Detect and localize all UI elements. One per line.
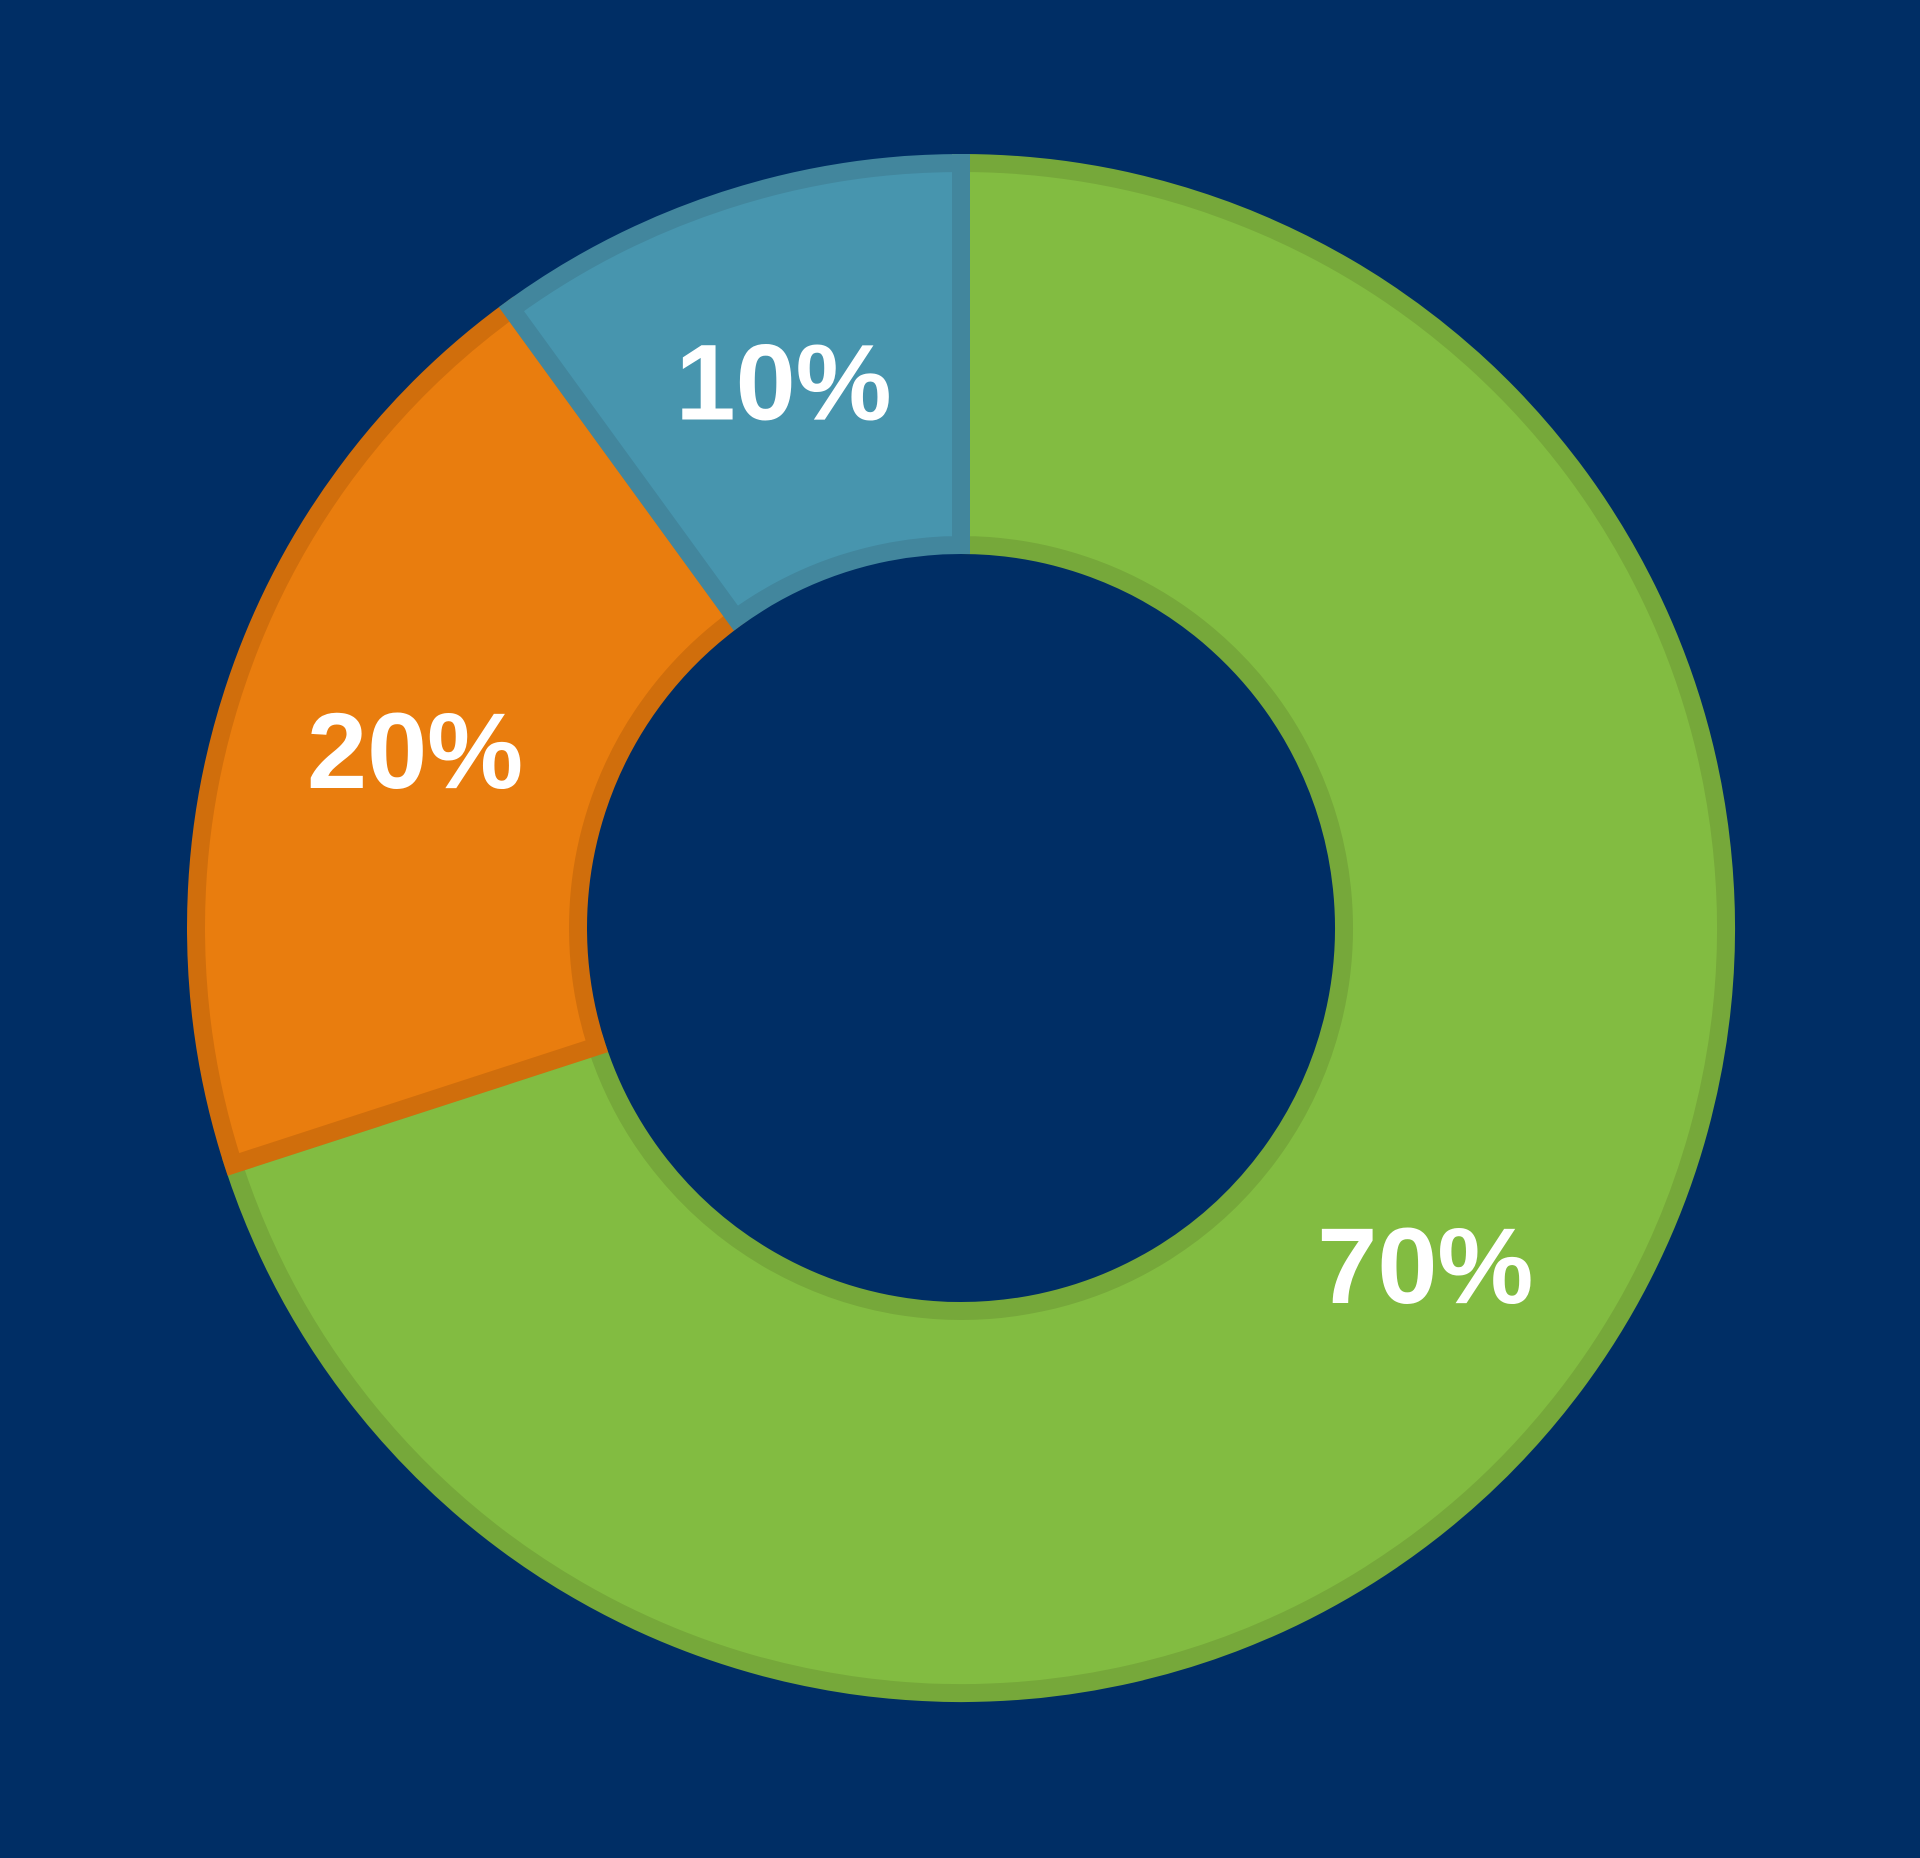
slice-label: 20% bbox=[307, 690, 523, 811]
slice bbox=[222, 153, 1735, 1702]
slice-label: 70% bbox=[1317, 1205, 1533, 1326]
slice bbox=[187, 296, 749, 1176]
slice-label: 10% bbox=[676, 322, 892, 443]
slice bbox=[498, 153, 970, 631]
